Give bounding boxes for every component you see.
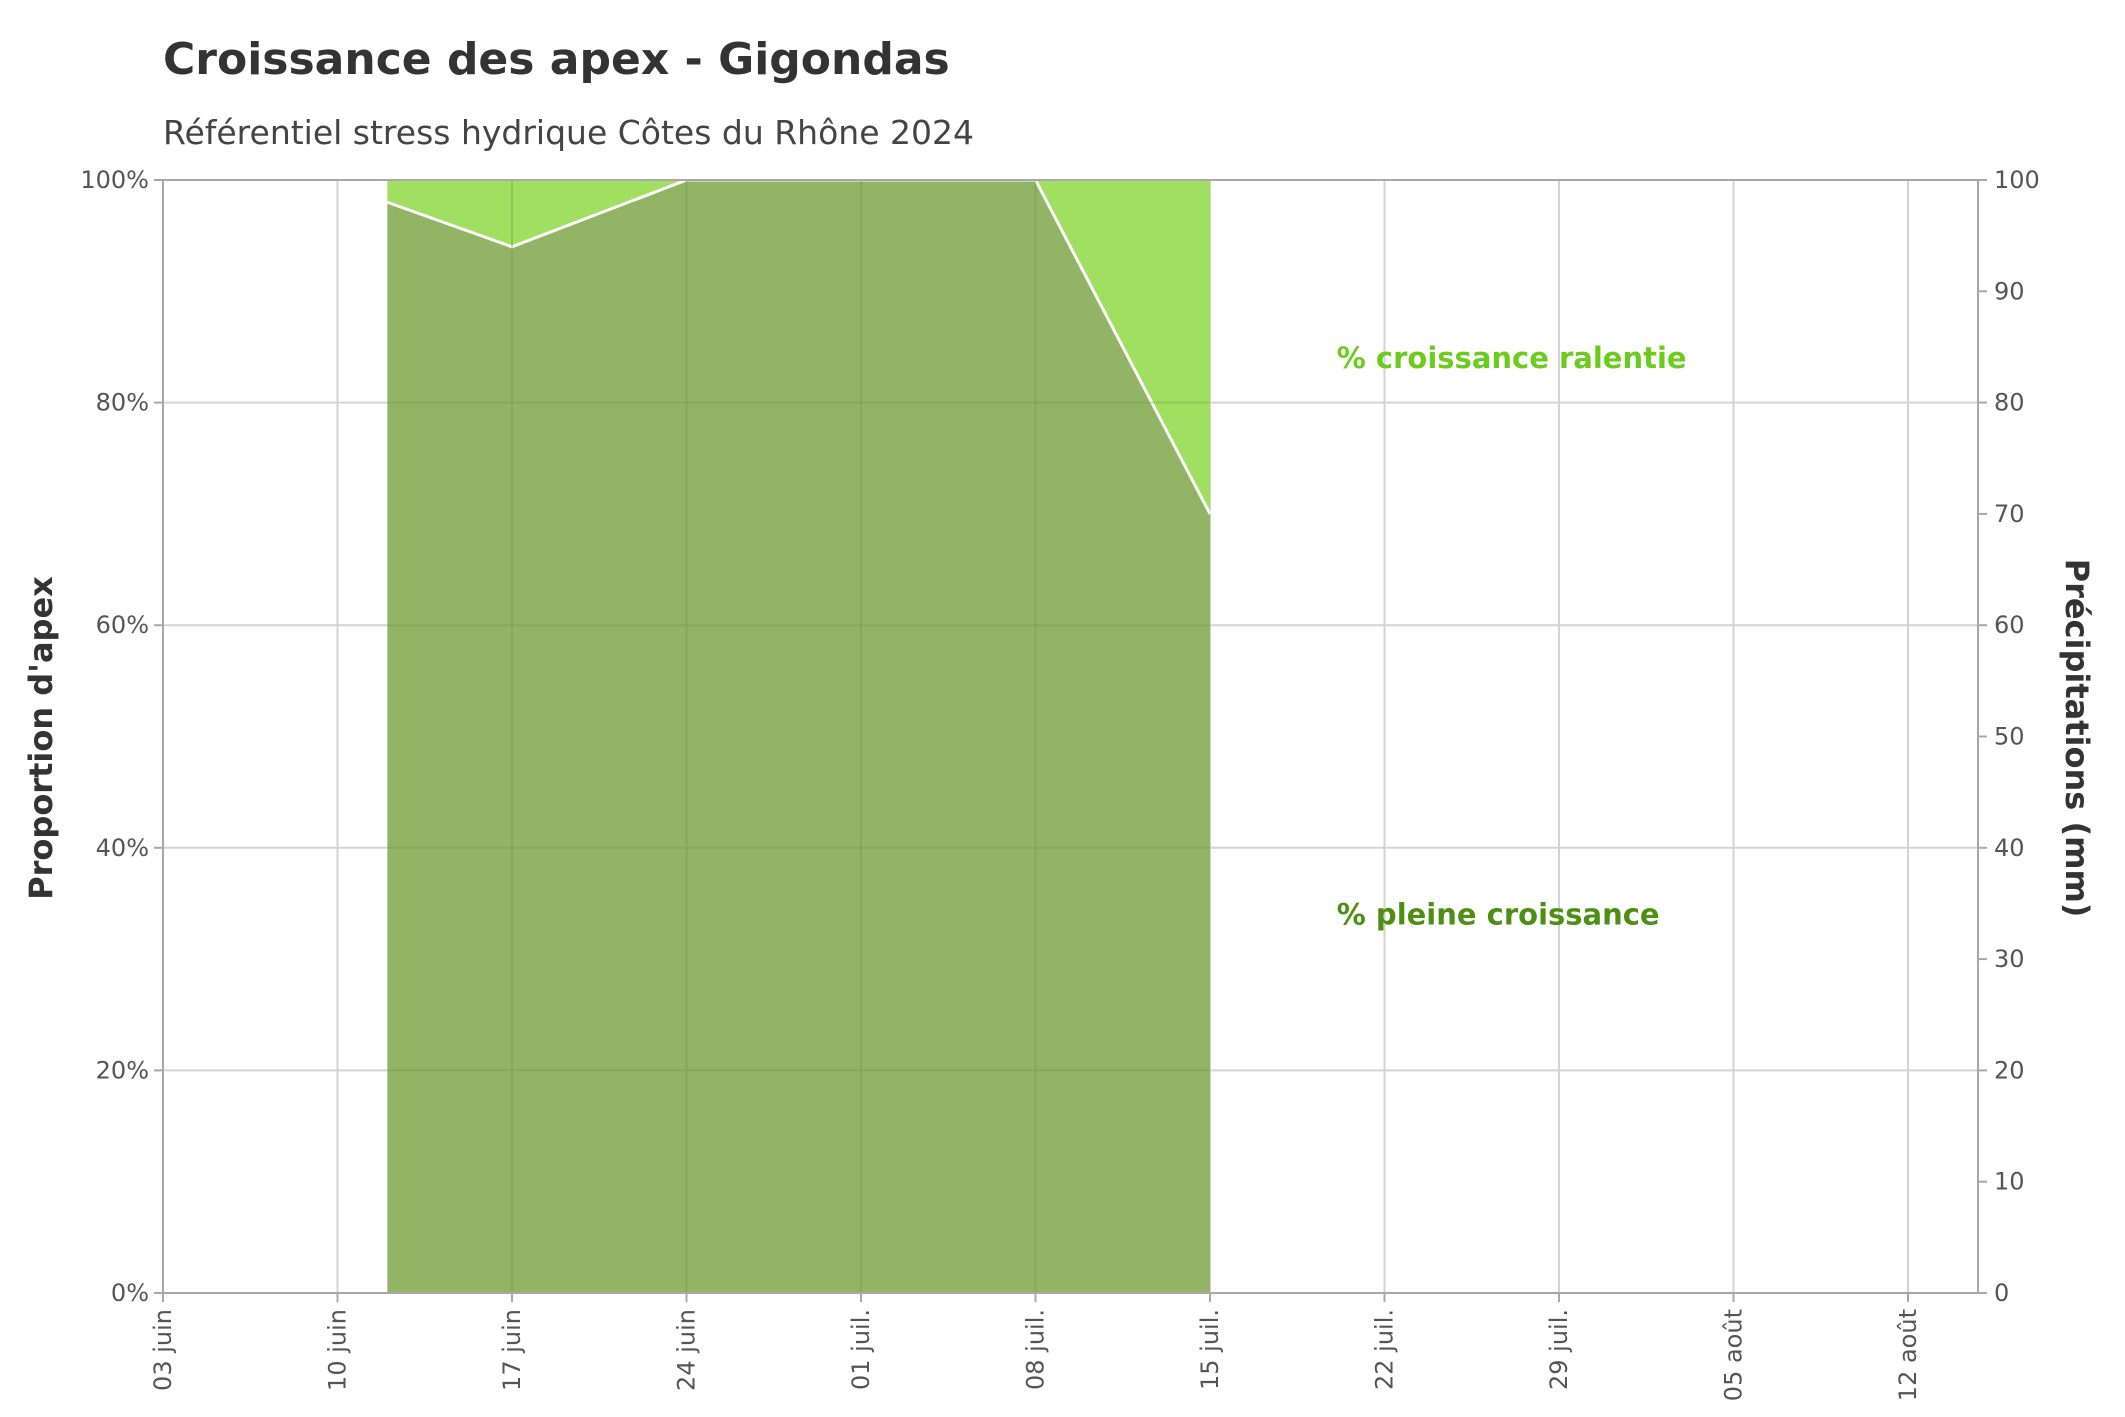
- x-axis-ticks: 03 juin 10 juin 17 juin 24 juin 01 juil. 08 j…: [149, 1293, 1922, 1401]
- x-tick-label: 22 juil.: [1371, 1309, 1399, 1390]
- y2-tick-label: 40: [1994, 834, 2025, 862]
- x-tick-label: 17 juin: [498, 1309, 526, 1391]
- x-tick-label: 29 juil.: [1545, 1309, 1573, 1390]
- y2-tick-label: 0: [1994, 1279, 2009, 1307]
- area-series: [386, 178, 1212, 1293]
- y2-axis-title: Précipitations (mm): [2058, 559, 2096, 918]
- x-tick-label: 12 août: [1894, 1309, 1922, 1401]
- y-tick-label: 0%: [111, 1279, 149, 1307]
- y-axis-ticks: 0% 20% 40% 60% 80% 100%: [80, 166, 163, 1307]
- y-axis-title: Proportion d'apex: [22, 576, 60, 900]
- x-tick-label: 24 juin: [673, 1309, 701, 1391]
- y2-tick-label: 30: [1994, 945, 2025, 973]
- y2-tick-label: 20: [1994, 1056, 2025, 1084]
- area-croissance-ralentie: [387, 180, 1210, 514]
- y2-tick-label: 50: [1994, 723, 2025, 751]
- x-tick-label: 08 juil.: [1022, 1309, 1050, 1390]
- y2-tick-label: 70: [1994, 500, 2025, 528]
- y2-tick-label: 100: [1994, 166, 2040, 194]
- y2-tick-label: 90: [1994, 277, 2025, 305]
- annotations: % croissance ralentie % pleine croissance: [1337, 341, 1687, 932]
- y-tick-label: 60%: [96, 611, 149, 639]
- chart-subtitle: Référentiel stress hydrique Côtes du Rhô…: [163, 113, 974, 152]
- y2-axis-ticks: 0 10 20 30 40 50 60 70 80 90 100: [1978, 166, 2040, 1307]
- chart-title: Croissance des apex - Gigondas: [163, 34, 950, 85]
- x-tick-label: 03 juin: [149, 1309, 177, 1391]
- y-tick-label: 80%: [96, 389, 149, 417]
- y-tick-label: 20%: [96, 1056, 149, 1084]
- x-tick-label: 05 août: [1720, 1309, 1748, 1401]
- y-tick-label: 40%: [96, 834, 149, 862]
- annotation-label: % croissance ralentie: [1337, 341, 1687, 375]
- y2-tick-label: 80: [1994, 389, 2025, 417]
- x-tick-label: 15 juil.: [1196, 1309, 1224, 1390]
- annotation-label: % pleine croissance: [1337, 898, 1660, 932]
- x-tick-label: 10 juin: [324, 1309, 352, 1391]
- x-tick-label: 01 juil.: [847, 1309, 875, 1390]
- area-pleine-croissance: [387, 180, 1210, 1293]
- y2-tick-label: 10: [1994, 1168, 2025, 1196]
- y-tick-label: 100%: [80, 166, 149, 194]
- y2-tick-label: 60: [1994, 611, 2025, 639]
